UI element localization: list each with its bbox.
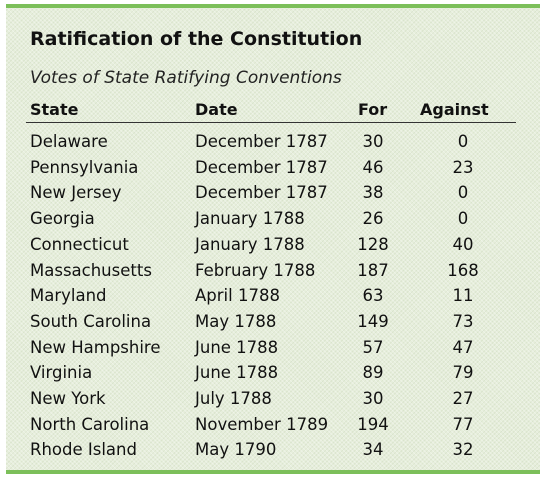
- state: Pennsylvania: [30, 157, 139, 177]
- date: April 1788: [195, 286, 280, 306]
- title: Ratification of the Constitution: [30, 28, 363, 50]
- date: December 1787: [195, 157, 328, 177]
- date: February 1788: [195, 260, 316, 280]
- votes-for: 57: [362, 337, 384, 357]
- votes-against: 40: [452, 234, 474, 254]
- votes-for: 34: [362, 440, 384, 460]
- subtitle: Votes of State Ratifying Conventions: [30, 68, 342, 88]
- date: November 1789: [195, 414, 329, 434]
- date: December 1787: [195, 183, 328, 203]
- state: Rhode Island: [30, 440, 137, 460]
- column-header: Against: [420, 100, 489, 119]
- column-header: Date: [195, 100, 238, 119]
- votes-against: 23: [452, 157, 474, 177]
- votes-for: 149: [357, 311, 389, 331]
- votes-against: 73: [452, 311, 474, 331]
- column-header: State: [30, 100, 79, 119]
- panel: Ratification of the Constitution Votes o…: [6, 4, 540, 474]
- votes-for: 194: [357, 414, 389, 434]
- votes-against: 79: [452, 363, 474, 383]
- state: South Carolina: [30, 311, 152, 331]
- votes-for: 89: [362, 363, 384, 383]
- votes-for: 187: [357, 260, 389, 280]
- date: May 1788: [195, 311, 277, 331]
- header-rule: [26, 122, 516, 123]
- votes-against: 168: [447, 260, 479, 280]
- votes-for: 128: [357, 234, 389, 254]
- date: May 1790: [195, 440, 277, 460]
- votes-against: 0: [457, 183, 469, 203]
- state: Delaware: [30, 132, 108, 151]
- date: July 1788: [195, 389, 272, 408]
- state: Connecticut: [30, 234, 129, 254]
- votes-for: 46: [362, 157, 384, 177]
- date: June 1788: [195, 337, 279, 357]
- column-header: For: [358, 100, 388, 119]
- votes-for: 30: [362, 132, 384, 151]
- votes-for: 38: [362, 183, 384, 203]
- state: New Jersey: [30, 183, 122, 203]
- votes-against: 11: [452, 286, 474, 306]
- votes-against: 0: [457, 132, 469, 151]
- state: Virginia: [30, 363, 93, 383]
- votes-against: 0: [457, 209, 469, 229]
- votes-against: 27: [452, 389, 474, 408]
- state: Georgia: [30, 209, 95, 229]
- state: Massachusetts: [30, 260, 152, 280]
- votes-against: 32: [452, 440, 474, 460]
- date: December 1787: [195, 132, 328, 151]
- date: January 1788: [195, 209, 305, 229]
- date: June 1788: [195, 363, 279, 383]
- state: Maryland: [30, 286, 107, 306]
- votes-against: 77: [452, 414, 474, 434]
- state: New Hampshire: [30, 337, 161, 357]
- date: January 1788: [195, 234, 305, 254]
- state: North Carolina: [30, 414, 150, 434]
- votes-for: 26: [362, 209, 384, 229]
- votes-for: 30: [362, 389, 384, 408]
- votes-against: 47: [452, 337, 474, 357]
- state: New York: [30, 389, 106, 408]
- votes-for: 63: [362, 286, 384, 306]
